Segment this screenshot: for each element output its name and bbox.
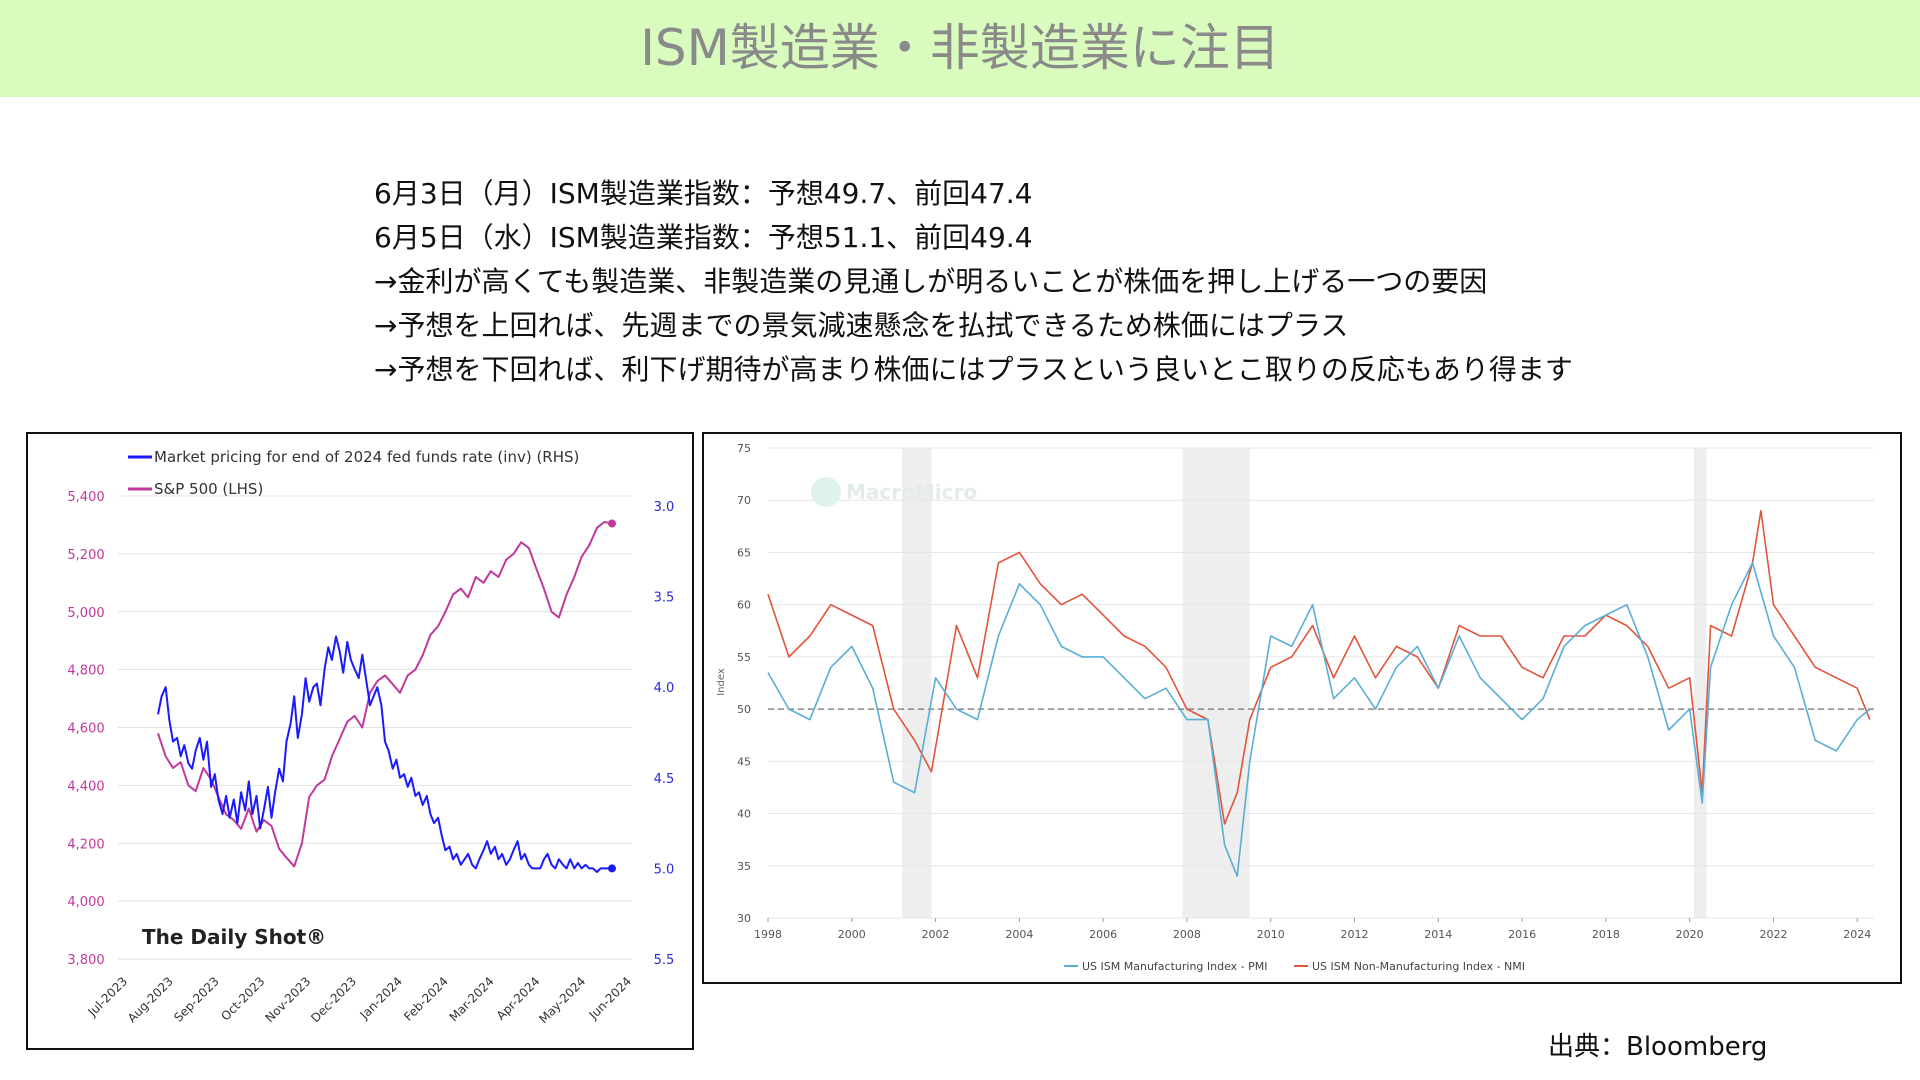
note-line: →予想を下回れば、利下げ期待が高まり株価にはプラスという良いとこ取りの反応もあり… [374,353,1573,386]
x-axis-tick-label: 1998 [754,928,782,941]
x-axis-tick-label: May-2024 [536,974,588,1026]
x-axis-tick-label: Nov-2023 [263,974,314,1025]
recession-band [1182,448,1250,918]
x-axis-tick-label: 2004 [1005,928,1033,941]
y-axis-tick-label: 55 [737,651,751,664]
title-banner [0,0,1920,97]
x-axis-tick-label: 2002 [922,928,950,941]
ism-index-chart-panel: 30 35 40 45 50 55 60 65 70 75 1998 2000 2002 2004 2006… [702,432,1902,984]
right-axis-tick-label: 5.0 [654,862,675,877]
left-axis-tick-label: 4,400 [67,779,104,794]
x-axis-tick-label: Aug-2023 [125,974,176,1025]
recession-band [902,448,932,918]
y-axis-tick-label: 45 [737,755,751,768]
x-axis-tick-label: Dec-2023 [308,974,359,1025]
left-axis-tick-label: 4,200 [67,837,104,852]
fedfunds-line [157,635,612,873]
page-title: ISM製造業・非製造業に注目 [640,19,1280,77]
sp500-line [157,521,613,868]
x-axis-tick-label: 2010 [1257,928,1285,941]
legend-label-nmi: US ISM Non-Manufacturing Index - NMI [1312,960,1525,973]
x-axis-tick-label: 2006 [1089,928,1117,941]
left-axis-tick-label: 4,000 [67,895,104,910]
left-axis-tick-label: 3,800 [67,953,104,968]
legend-label-pmi: US ISM Manufacturing Index - PMI [1082,960,1268,973]
sp500-line-end-marker [608,519,616,528]
pmi-line [767,562,1871,878]
x-axis-tick-label: Jan-2024 [357,974,405,1022]
right-axis-tick-label: 3.0 [654,500,675,515]
y-axis-tick-label: 30 [737,912,751,925]
x-axis-tick-label: 2000 [838,928,866,941]
right-axis-tick-label: 3.5 [654,591,675,606]
x-axis-tick-label: Apr-2024 [494,974,543,1023]
y-axis-tick-label: 70 [737,494,751,507]
sp500-vs-fedfunds-chart-panel: 3,800 4,000 4,200 4,400 4,600 4,800 5,000 5,200… [26,432,694,1050]
note-line: →予想を上回れば、先週までの景気減速懸念を払拭できるため株価にはプラス [374,309,1349,342]
left-axis-tick-label: 5,000 [67,606,104,621]
y-axis-label: Index [716,668,727,696]
y-axis-tick-label: 65 [737,546,751,559]
x-axis-tick-label: 2018 [1592,928,1620,941]
x-axis-tick-label: Jul-2023 [85,974,131,1020]
left-axis-tick-label: 5,400 [67,490,104,505]
y-axis-tick-label: 40 [737,808,751,821]
x-axis-tick-label: Mar-2024 [447,974,497,1024]
right-axis-tick-label: 5.5 [654,953,675,968]
nmi-line [767,509,1871,825]
macromicro-watermark: MacroMicro [846,480,977,504]
x-axis-tick-label: Oct-2023 [218,974,267,1023]
y-axis-tick-label: 50 [737,703,751,716]
left-axis-tick-label: 4,600 [67,722,104,737]
x-axis-tick-label: 2016 [1508,928,1536,941]
recession-band [1693,448,1707,918]
notes-block: 6月3日（月）ISM製造業指数：予想49.7、前回47.4 6月5日（水）ISM… [374,172,1774,392]
sp500-vs-fedfunds-chart: 3,800 4,000 4,200 4,400 4,600 4,800 5,000 5,200… [67,448,675,1026]
right-axis-tick-label: 4.0 [654,681,675,696]
legend-label-sp500: S&P 500 (LHS) [154,480,263,498]
left-axis-tick-label: 5,200 [67,548,104,563]
y-axis-tick-label: 60 [737,599,751,612]
x-axis-tick-label: 2012 [1341,928,1369,941]
note-line: 6月5日（水）ISM製造業指数：予想51.1、前回49.4 [374,221,1033,254]
daily-shot-logo: The Daily Shot® [142,925,326,949]
x-axis-tick-label: Feb-2024 [401,974,451,1024]
fedfunds-line-end-marker [608,864,616,873]
note-line: 6月3日（月）ISM製造業指数：予想49.7、前回47.4 [374,177,1033,210]
y-axis-tick-label: 75 [737,442,751,455]
x-axis-tick-label: 2022 [1759,928,1787,941]
x-axis-tick-label: 2014 [1424,928,1452,941]
macromicro-logo-icon [811,477,841,507]
x-axis-tick-label: 2024 [1843,928,1871,941]
x-axis-tick-label: 2020 [1676,928,1704,941]
legend-label-fedfunds: Market pricing for end of 2024 fed funds… [154,448,579,466]
y-axis-tick-label: 35 [737,860,751,873]
x-axis-tick-label: 2008 [1173,928,1201,941]
left-axis-tick-label: 4,800 [67,664,104,679]
x-axis-tick-label: Sep-2023 [171,974,222,1025]
source-credit: 出典：Bloomberg [1548,1032,1768,1062]
x-axis-tick-label: Jun-2024 [586,974,635,1023]
ism-index-chart: 30 35 40 45 50 55 60 65 70 75 1998 2000 2002 2004 2006… [716,442,1874,973]
note-line: →金利が高くても製造業、非製造業の見通しが明るいことが株価を押し上げる一つの要因 [374,265,1488,298]
right-axis-tick-label: 4.5 [654,772,675,787]
